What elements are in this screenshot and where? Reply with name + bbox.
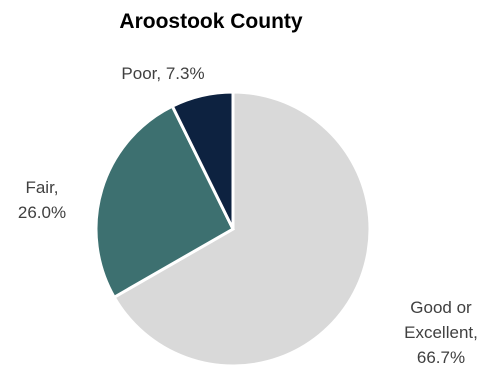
slice-label-line: 26.0% [18, 203, 66, 222]
slice-label-line: Excellent, [404, 323, 478, 342]
slice-label-good-or-excellent: Good or Excellent, 66.7% [404, 298, 478, 367]
slice-label-fair: Fair, 26.0% [18, 178, 66, 222]
slice-label-line: Fair, [25, 178, 58, 197]
pie-slice-fair [94, 104, 235, 300]
slice-label-line: 66.7% [417, 348, 465, 367]
slice-label-poor: Poor, 7.3% [121, 64, 204, 83]
slice-label-line: Poor, 7.3% [121, 64, 204, 83]
pie-slice-poor [170, 90, 235, 230]
slice-label-line: Good or [410, 298, 472, 317]
pie-slice-good-or-excellent [112, 90, 372, 368]
pie-slices [94, 90, 372, 368]
chart-title: Aroostook County [119, 10, 302, 33]
pie-labels: Good or Excellent, 66.7% Fair, 26.0% Poor, 7.… [18, 64, 478, 367]
